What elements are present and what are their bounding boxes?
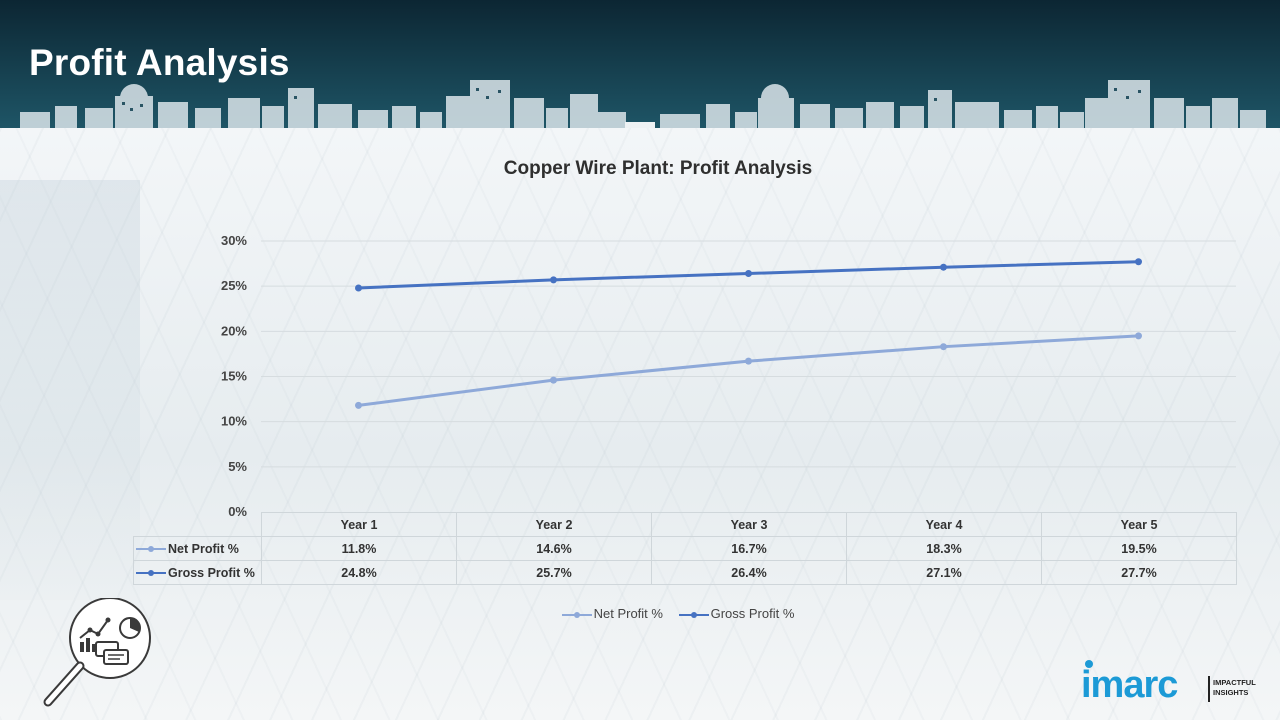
data-point[interactable]	[745, 270, 752, 278]
background	[0, 128, 1280, 720]
imarc-logo-divider	[1208, 676, 1210, 702]
net-profit-label: Net Profit %	[168, 541, 239, 556]
table-row-label: Gross Profit %	[133, 560, 262, 585]
imarc-tagline: IMPACTFUL INSIGHTS	[1213, 678, 1256, 698]
data-point[interactable]	[355, 284, 362, 292]
table-cell: 27.7%	[1041, 560, 1237, 585]
magnifier-analytics-icon	[40, 597, 160, 720]
y-tick-label: 30%	[221, 233, 247, 248]
table-cell: 19.5%	[1041, 536, 1237, 561]
data-point[interactable]	[1135, 332, 1142, 340]
table-header-row: Year 1 Year 2 Year 3 Year 4 Year 5	[133, 512, 1237, 537]
table-header-year-5: Year 5	[1041, 512, 1237, 537]
header-banner	[0, 0, 1280, 128]
table-row-label: Net Profit %	[133, 536, 262, 561]
data-point[interactable]	[940, 343, 947, 351]
table-header-year-2: Year 2	[456, 512, 652, 537]
imarc-tagline-1: IMPACTFUL	[1213, 678, 1256, 687]
table-row-gross-profit: Gross Profit % 24.8% 25.7% 26.4% 27.1% 2…	[133, 560, 1237, 585]
y-tick-label: 10%	[221, 414, 247, 429]
data-point[interactable]	[550, 276, 557, 284]
chart-data-table: Year 1 Year 2 Year 3 Year 4 Year 5 Net P…	[133, 512, 1237, 585]
chart-title: Copper Wire Plant: Profit Analysis	[503, 158, 813, 179]
imarc-logo-text: imarc	[1081, 664, 1178, 706]
table-cell: 14.6%	[456, 536, 652, 561]
y-tick-label: 5%	[228, 459, 247, 474]
table-cell: 27.1%	[846, 560, 1042, 585]
table-cell: 25.7%	[456, 560, 652, 585]
legend-net-profit-icon	[561, 610, 592, 620]
page-title: Profit Analysis	[29, 42, 290, 83]
chart-legend: Net Profit % Gross Profit %	[0, 606, 1280, 621]
legend-item-gross-profit[interactable]: Gross Profit %	[678, 606, 795, 621]
header-gap	[625, 122, 655, 128]
gross-profit-label: Gross Profit %	[168, 565, 255, 580]
table-header-year-1: Year 1	[261, 512, 457, 537]
net-profit-swatch-icon	[136, 544, 166, 554]
imarc-logo: imarc IMPACTFUL INSIGHTS	[1081, 658, 1261, 708]
table-row-net-profit: Net Profit % 11.8% 14.6% 16.7% 18.3% 19.…	[133, 536, 1237, 561]
table-corner	[133, 512, 262, 537]
table-header-year-4: Year 4	[846, 512, 1042, 537]
city-skyline	[20, 80, 1266, 128]
y-tick-label: 15%	[221, 369, 247, 384]
data-point[interactable]	[940, 263, 947, 271]
table-cell: 26.4%	[651, 560, 847, 585]
legend-gross-profit-label: Gross Profit %	[710, 606, 795, 621]
data-point[interactable]	[550, 376, 557, 384]
table-cell: 16.7%	[651, 536, 847, 561]
data-point[interactable]	[355, 401, 362, 409]
y-tick-label: 25%	[221, 278, 247, 293]
table-header-year-3: Year 3	[651, 512, 847, 537]
data-point[interactable]	[1135, 258, 1142, 266]
table-cell: 24.8%	[261, 560, 457, 585]
table-cell: 18.3%	[846, 536, 1042, 561]
y-tick-label: 20%	[221, 323, 247, 338]
legend-net-profit-label: Net Profit %	[593, 606, 663, 621]
legend-gross-profit-icon	[678, 610, 709, 620]
table-cell: 11.8%	[261, 536, 457, 561]
series-line-net-profit	[358, 334, 1139, 407]
imarc-logo-dot	[1085, 660, 1093, 668]
gross-profit-swatch-icon	[136, 568, 166, 578]
data-point[interactable]	[745, 357, 752, 365]
background-left-shade	[0, 180, 140, 600]
legend-item-net-profit[interactable]: Net Profit %	[561, 606, 663, 621]
imarc-tagline-2: INSIGHTS	[1213, 688, 1249, 697]
